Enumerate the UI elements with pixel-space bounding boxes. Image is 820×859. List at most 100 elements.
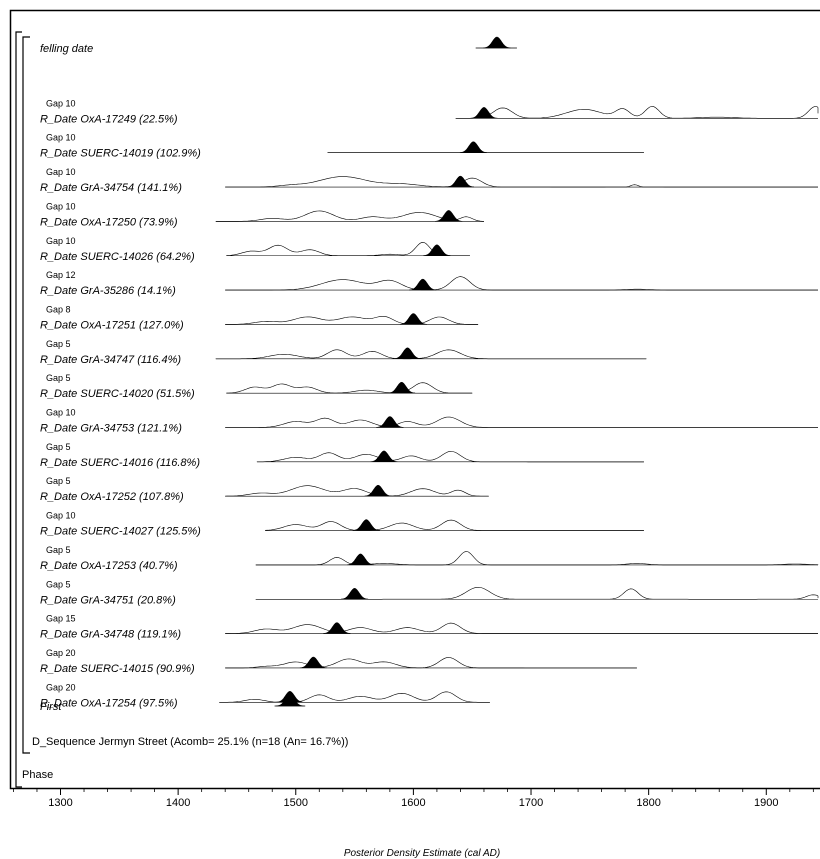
row-label: R_Date SUERC-14015 (90.9%) bbox=[40, 663, 195, 675]
date-row: felling date bbox=[40, 36, 517, 55]
x-tick-label: 1600 bbox=[401, 797, 425, 809]
prior-distribution-curve bbox=[215, 210, 484, 222]
date-row: Gap 5 R_Date OxA-17252 (107.8%) bbox=[40, 476, 489, 503]
date-row: Gap 12 R_Date GrA-35286 (14.1%) bbox=[40, 270, 818, 297]
x-tick-label: 1400 bbox=[166, 797, 190, 809]
prior-distribution-curve bbox=[225, 316, 479, 325]
prior-distribution-curve bbox=[225, 622, 818, 634]
gap-label: Gap 10 bbox=[46, 236, 76, 246]
date-row: Gap 8 R_Date OxA-17251 (127.0%) bbox=[40, 304, 479, 331]
gap-label: Gap 10 bbox=[46, 98, 76, 108]
date-row: First bbox=[40, 694, 306, 713]
gap-label: Gap 5 bbox=[46, 339, 71, 349]
x-tick-label: 1500 bbox=[284, 797, 308, 809]
gap-label: Gap 5 bbox=[46, 579, 71, 589]
row-label: R_Date OxA-17250 (73.9%) bbox=[40, 216, 178, 228]
posterior-density-peak bbox=[352, 519, 380, 531]
sequence-brackets bbox=[15, 31, 30, 788]
prior-distribution-curve bbox=[225, 416, 818, 428]
row-label: R_Date SUERC-14019 (102.9%) bbox=[40, 148, 201, 160]
date-row: Gap 10 R_Date OxA-17249 (22.5%) bbox=[40, 98, 819, 125]
row-label: R_Date GrA-34748 (119.1%) bbox=[40, 629, 181, 641]
gap-label: Gap 20 bbox=[46, 682, 76, 692]
gap-label: Gap 15 bbox=[46, 614, 76, 624]
row-label: felling date bbox=[40, 43, 93, 55]
row-label: R_Date GrA-34754 (141.1%) bbox=[40, 182, 182, 194]
posterior-density-peak bbox=[409, 278, 437, 291]
row-label: R_Date SUERC-14027 (125.5%) bbox=[40, 526, 201, 538]
posterior-density-peak bbox=[346, 553, 375, 566]
prior-distribution-curve bbox=[219, 691, 490, 703]
posterior-density-peak bbox=[459, 141, 487, 153]
row-label: R_Date SUERC-14016 (116.8%) bbox=[40, 457, 200, 469]
row-label: R_Date OxA-17254 (97.5%) bbox=[40, 697, 178, 709]
plot-frame bbox=[9, 9, 820, 790]
posterior-density-peak bbox=[435, 210, 463, 222]
gap-label: Gap 5 bbox=[46, 373, 71, 383]
row-label: First bbox=[40, 701, 62, 713]
gap-label: Gap 5 bbox=[46, 442, 71, 452]
posterior-density-peak bbox=[399, 313, 427, 325]
posterior-density-peak bbox=[423, 244, 451, 256]
row-label: R_Date SUERC-14020 (51.5%) bbox=[40, 388, 195, 400]
date-row: Gap 10 R_Date SUERC-14027 (125.5%) bbox=[40, 511, 644, 538]
date-row: Gap 10 R_Date SUERC-14026 (64.2%) bbox=[40, 236, 470, 263]
prior-distribution-curve bbox=[225, 485, 489, 497]
row-label: R_Date GrA-34747 (116.4%) bbox=[40, 354, 181, 366]
sequence-bracket bbox=[22, 36, 30, 754]
prior-distribution-curve bbox=[455, 106, 819, 119]
x-tick-label: 1800 bbox=[636, 797, 660, 809]
row-label: R_Date OxA-17253 (40.7%) bbox=[40, 560, 178, 572]
posterior-density-peak bbox=[370, 450, 398, 462]
row-label: R_Date OxA-17252 (107.8%) bbox=[40, 491, 184, 503]
posterior-density-peak bbox=[364, 484, 392, 497]
gap-label: Gap 10 bbox=[46, 408, 76, 418]
date-row: Gap 5 R_Date SUERC-14016 (116.8%) bbox=[40, 442, 644, 469]
posterior-density-peak bbox=[470, 107, 498, 119]
date-row: Gap 10 R_Date OxA-17250 (73.9%) bbox=[40, 201, 484, 228]
prior-distribution-curve bbox=[225, 176, 818, 188]
row-label: R_Date GrA-35286 (14.1%) bbox=[40, 285, 176, 297]
gap-label: Gap 5 bbox=[46, 476, 71, 486]
date-row: Gap 10 R_Date GrA-34753 (121.1%) bbox=[40, 408, 818, 435]
gap-label: Gap 8 bbox=[46, 304, 71, 314]
prior-distribution-curve bbox=[256, 451, 644, 463]
gap-label: Gap 10 bbox=[46, 133, 76, 143]
date-row: Gap 10 R_Date SUERC-14019 (102.9%) bbox=[40, 133, 644, 160]
prior-distribution-curve bbox=[215, 349, 647, 360]
prior-distribution-curve bbox=[255, 587, 819, 600]
row-label: R_Date GrA-34753 (121.1%) bbox=[40, 423, 182, 435]
sequence-label: D_Sequence Jermyn Street (Acomb= 25.1% (… bbox=[32, 736, 348, 748]
phase-label: Phase bbox=[22, 769, 53, 781]
posterior-density-peak bbox=[393, 347, 422, 359]
prior-distribution-curve bbox=[255, 551, 819, 566]
date-row: Gap 15 R_Date GrA-34748 (119.1%) bbox=[40, 614, 818, 641]
gap-label: Gap 12 bbox=[46, 270, 76, 280]
prior-distribution-curve bbox=[225, 657, 637, 669]
posterior-density-peak bbox=[323, 622, 351, 634]
x-axis-title: Posterior Density Estimate (cal AD) bbox=[344, 848, 500, 859]
posterior-density-peak bbox=[376, 416, 404, 428]
row-label: R_Date SUERC-14026 (64.2%) bbox=[40, 251, 195, 263]
prior-distribution-curve bbox=[226, 382, 473, 394]
prior-distribution-curve bbox=[265, 519, 644, 531]
posterior-density-peak bbox=[483, 36, 511, 49]
prior-distribution-curve bbox=[225, 276, 818, 291]
gap-label: Gap 10 bbox=[46, 167, 76, 177]
phase-bracket bbox=[15, 31, 22, 788]
date-row: Gap 20 R_Date SUERC-14015 (90.9%) bbox=[40, 648, 637, 675]
x-tick-label: 1700 bbox=[519, 797, 543, 809]
x-tick-label: 1300 bbox=[48, 797, 72, 809]
posterior-density-peak bbox=[276, 694, 304, 707]
posterior-density-peak bbox=[341, 588, 369, 600]
x-axis: 1300 1400 1500 1600 1700 1800 1900 bbox=[13, 789, 814, 809]
gap-label: Gap 10 bbox=[46, 201, 76, 211]
posterior-density-peak bbox=[299, 656, 327, 669]
row-label: R_Date GrA-34751 (20.8%) bbox=[40, 594, 176, 606]
row-label: R_Date OxA-17249 (22.5%) bbox=[40, 113, 178, 125]
date-row: Gap 5 R_Date SUERC-14020 (51.5%) bbox=[40, 373, 473, 400]
row-label: R_Date OxA-17251 (127.0%) bbox=[40, 319, 184, 331]
date-row: Gap 10 R_Date GrA-34754 (141.1%) bbox=[40, 167, 818, 194]
gap-label: Gap 20 bbox=[46, 648, 76, 658]
